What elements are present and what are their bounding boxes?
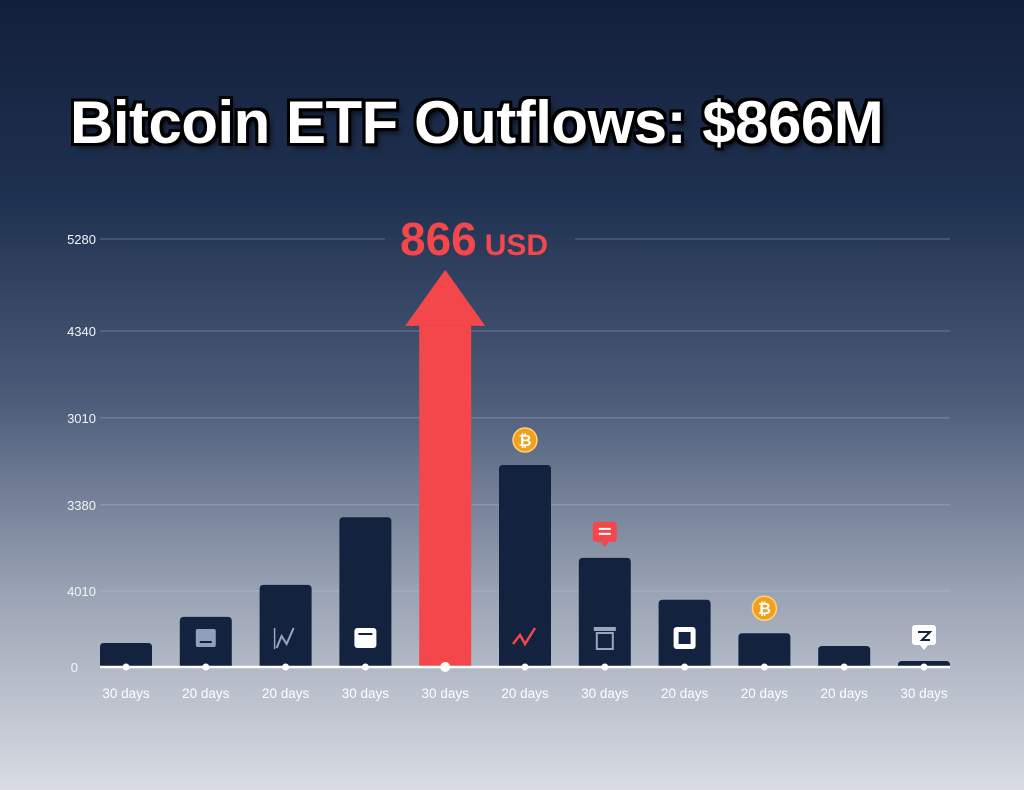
axis-dot: [202, 663, 210, 671]
x-tick-label: 20 days: [501, 686, 549, 701]
y-tick-label: 4010: [67, 584, 96, 599]
y-tick-label: 5280: [67, 232, 96, 247]
axis-dot: [681, 663, 689, 671]
trend-chart-icon: [273, 627, 295, 649]
bank-roof: [593, 627, 616, 631]
axis-dot: [760, 663, 768, 671]
bar: [339, 517, 392, 667]
callout-value: 866: [400, 213, 477, 265]
x-tick-label: 30 days: [342, 686, 390, 701]
bank-icon: [593, 627, 616, 650]
x-tick-label: 30 days: [102, 686, 150, 701]
axis-dot: [601, 663, 609, 671]
bar: [818, 646, 871, 667]
x-tick-label: 20 days: [661, 686, 709, 701]
arrow-head: [405, 269, 486, 326]
trend-line: [275, 627, 295, 649]
x-tick-label: 30 days: [581, 686, 629, 701]
badge: [592, 521, 617, 542]
bar: [578, 557, 631, 667]
rising-trend-icon: [512, 627, 537, 647]
axis-dot: [361, 663, 369, 671]
ledger-shape: [195, 629, 216, 647]
axis-dot: [521, 663, 529, 671]
axis-dot: [122, 663, 130, 671]
y-tick-label: 4340: [67, 324, 96, 339]
bitcoin-symbol: ₿: [758, 599, 771, 618]
card-icon: [354, 628, 377, 648]
x-tick-label: 20 days: [741, 686, 789, 701]
chart-bubble-icon: [912, 625, 936, 650]
highlight-bar: [419, 325, 472, 667]
axis-dot: [840, 663, 848, 671]
y-tick-label: 0: [71, 660, 78, 675]
page-title: Bitcoin ETF Outflows: $866M: [70, 89, 884, 156]
bubble-shape: [912, 625, 936, 645]
bubble-mark: [918, 631, 933, 641]
axis-dot: [282, 663, 290, 671]
y-tick-label: 3010: [67, 411, 96, 426]
x-tick-label: 20 days: [821, 686, 869, 701]
card-shape: [354, 628, 377, 648]
bitcoin-icon: ₿: [512, 427, 538, 453]
x-tick-label: 30 days: [900, 686, 948, 701]
bar: [100, 643, 152, 667]
bitcoin-symbol: ₿: [518, 431, 531, 450]
badge-tail: [600, 541, 609, 547]
y-tick-label: 3380: [67, 498, 96, 513]
x-tick-label: 20 days: [182, 686, 230, 701]
coin: [512, 427, 538, 453]
bubble-tail: [920, 645, 928, 650]
doc-inner: [678, 632, 691, 644]
bank-body: [595, 632, 614, 650]
x-tick-label: 20 days: [262, 686, 310, 701]
callout-unit: USD: [484, 229, 549, 262]
trend-line: [512, 627, 537, 647]
bar: [259, 584, 312, 667]
outflow-callout: 866 USD: [400, 212, 548, 266]
document-icon: [673, 627, 696, 649]
coin: [751, 595, 778, 621]
ledger-icon: [195, 629, 216, 647]
bar: [738, 633, 791, 667]
bitcoin-icon: ₿: [751, 595, 778, 621]
axis-dot: [440, 662, 451, 672]
axis-dot: [920, 663, 928, 671]
message-badge-icon: [592, 521, 617, 547]
bar: [499, 464, 551, 667]
x-tick-label: 30 days: [422, 686, 470, 701]
